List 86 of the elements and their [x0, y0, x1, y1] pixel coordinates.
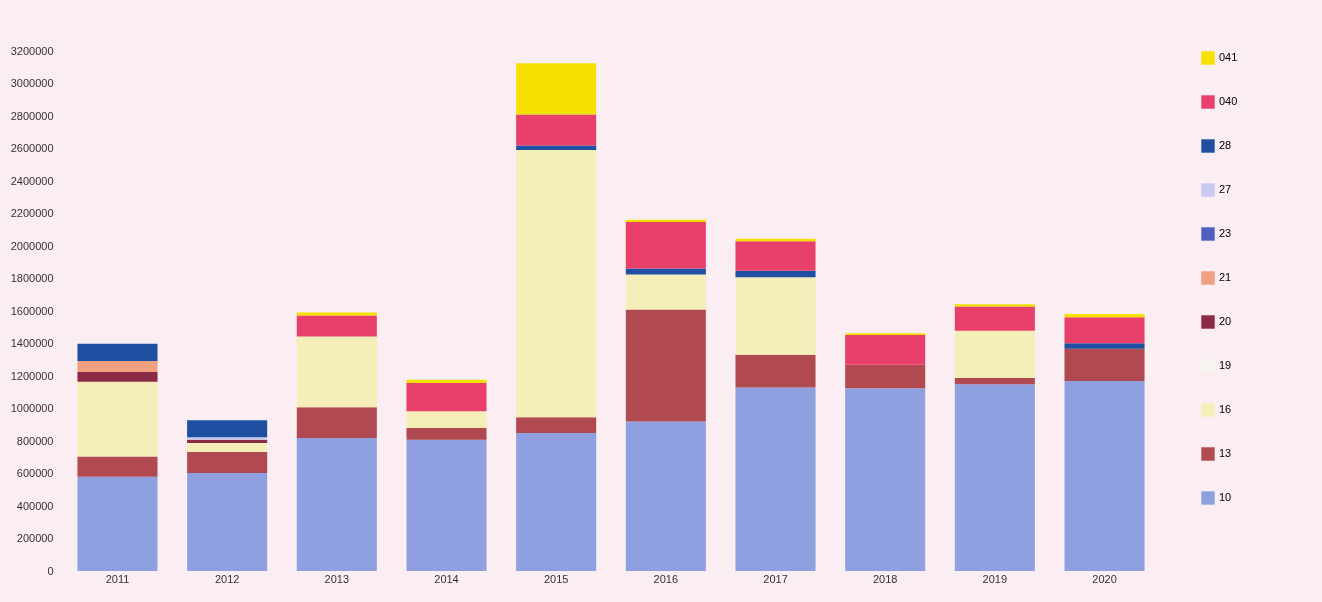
x-tick-label: 2017 — [763, 572, 788, 585]
bar — [406, 411, 487, 428]
legend-label: 041 — [1219, 51, 1238, 63]
bar — [516, 114, 597, 146]
x-tick-label: 2015 — [543, 572, 569, 585]
x-tick-label: 2016 — [653, 572, 679, 585]
bar — [516, 63, 597, 115]
bar — [187, 420, 268, 438]
legend-label: 20 — [1219, 315, 1232, 327]
bar — [625, 421, 706, 571]
bar — [735, 241, 816, 271]
legend-label: 16 — [1219, 403, 1232, 415]
y-tick-label: 2800000 — [10, 109, 54, 122]
bar — [735, 387, 816, 571]
bar — [516, 145, 597, 150]
bar — [77, 381, 158, 457]
y-tick-label: 2000000 — [10, 239, 54, 252]
x-tick-label: 2013 — [324, 572, 350, 585]
x-tick-label: 2012 — [214, 572, 240, 585]
y-tick-label: 1400000 — [10, 337, 54, 349]
bar — [1064, 343, 1145, 349]
bar — [954, 306, 1035, 331]
bar — [845, 388, 926, 571]
bar — [845, 334, 926, 365]
bar — [406, 439, 487, 571]
y-tick-label: 0 — [47, 564, 54, 577]
y-tick-label: 200000 — [16, 532, 54, 544]
legend-label: 040 — [1219, 95, 1238, 107]
bar — [296, 315, 377, 337]
bar — [296, 312, 377, 316]
bar — [406, 379, 487, 383]
y-tick-label: 400000 — [16, 499, 54, 512]
bar — [516, 149, 597, 418]
x-tick-label: 2020 — [1092, 572, 1117, 585]
bar — [1064, 314, 1145, 318]
bar — [1064, 380, 1145, 571]
bar — [735, 354, 816, 388]
bar — [77, 456, 158, 477]
legend-label: 21 — [1219, 271, 1232, 283]
bar — [77, 343, 158, 361]
bar — [187, 451, 268, 474]
bar — [954, 330, 1035, 379]
bar — [296, 438, 377, 571]
y-tick-label: 1200000 — [10, 369, 54, 382]
y-tick-label: 3200000 — [10, 44, 54, 57]
bar — [77, 476, 158, 571]
y-tick-label: 2600000 — [10, 142, 54, 154]
legend-label: 23 — [1219, 227, 1232, 239]
bar — [845, 364, 926, 389]
y-tick-label: 3000000 — [10, 77, 54, 89]
y-tick-label: 2400000 — [10, 174, 54, 187]
legend-label: 28 — [1219, 139, 1232, 151]
bar — [625, 222, 706, 269]
y-tick-label: 1000000 — [10, 402, 54, 414]
bar — [406, 428, 487, 440]
bar — [735, 277, 816, 355]
y-tick-label: 1600000 — [10, 304, 54, 317]
bar — [516, 433, 597, 571]
bar — [296, 407, 377, 439]
x-tick-label: 2019 — [982, 572, 1008, 585]
bar — [625, 274, 706, 310]
bar — [516, 417, 597, 434]
y-tick-label: 2200000 — [10, 207, 54, 219]
bar — [406, 382, 487, 412]
bar — [625, 268, 706, 275]
legend-label: 27 — [1219, 183, 1232, 195]
x-tick-label: 2014 — [434, 572, 459, 585]
bar — [296, 336, 377, 408]
bar — [735, 270, 816, 278]
bar — [954, 378, 1035, 385]
x-tick-label: 2011 — [105, 572, 130, 585]
legend-label: 13 — [1219, 447, 1232, 459]
legend-label: 10 — [1219, 491, 1232, 503]
y-tick-label: 1800000 — [10, 272, 54, 284]
legend-label: 19 — [1219, 359, 1232, 371]
bar — [77, 360, 158, 372]
bar — [187, 473, 268, 571]
bar — [954, 384, 1035, 571]
x-tick-label: 2018 — [872, 572, 898, 585]
y-tick-label: 600000 — [16, 467, 54, 479]
bar — [625, 309, 706, 422]
bar — [187, 442, 268, 452]
bar — [77, 371, 158, 382]
y-tick-label: 800000 — [16, 434, 54, 447]
bar — [1064, 317, 1145, 344]
bar — [1064, 348, 1145, 381]
